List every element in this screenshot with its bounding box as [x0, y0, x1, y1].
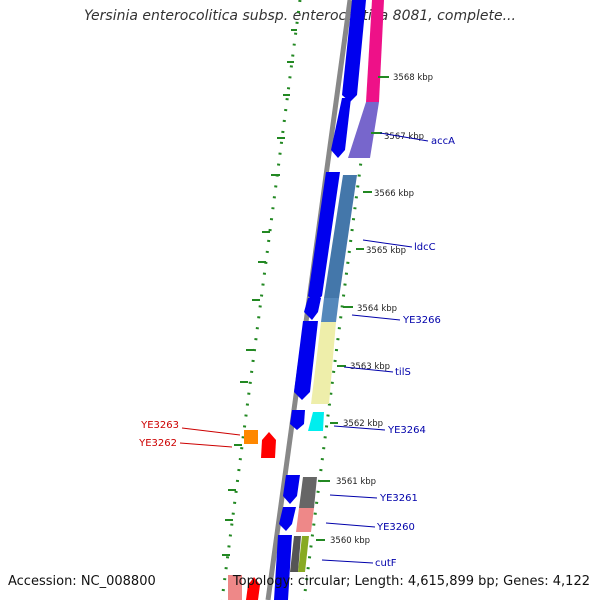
reverse-cds-track — [228, 430, 276, 600]
tick-label: 3568 kbp — [393, 73, 433, 83]
forward-cds-track — [274, 0, 366, 600]
gene-label-YE3262[interactable]: YE3262 — [138, 438, 177, 449]
tick-marks — [316, 76, 389, 541]
tick-label: 3561 kbp — [336, 477, 376, 487]
tick-label: 3565 kbp — [366, 246, 406, 256]
gene-labels: accA ldcC YE3266 tilS YE3264 YE3261 YE32… — [138, 136, 455, 569]
gene-label-YE3260[interactable]: YE3260 — [376, 522, 415, 533]
tick-label: 3562 kbp — [343, 419, 383, 429]
cds-forward-tilS — [294, 321, 318, 400]
gene-label-YE3264[interactable]: YE3264 — [387, 425, 426, 436]
gene-label-accA[interactable]: accA — [431, 136, 455, 147]
cds-forward-YE3264 — [290, 410, 305, 430]
cds-reverse-bottom-2 — [246, 577, 260, 600]
tick-label: 3560 kbp — [330, 536, 370, 546]
cds-forward-accA — [331, 98, 351, 158]
tick-label: 3564 kbp — [357, 304, 397, 314]
gene-label-ldcC[interactable]: ldcC — [414, 242, 436, 253]
gene-label-YE3261[interactable]: YE3261 — [379, 493, 418, 504]
gene-label-YE3263[interactable]: YE3263 — [140, 420, 179, 431]
accession-text: Accession: NC_008800 — [8, 574, 156, 589]
gene-label-tilS[interactable]: tilS — [395, 367, 411, 378]
cds-forward-cutF — [274, 535, 292, 600]
cds-forward-YE3261 — [283, 475, 300, 504]
tick-label: 3563 kbp — [350, 362, 390, 372]
cds-forward-ldcC — [308, 172, 340, 303]
cds-reverse-YE3263 — [244, 430, 258, 444]
map-title: Yersinia enterocolitica subsp. enterocol… — [84, 8, 516, 24]
cds-forward-1 — [342, 0, 366, 102]
cds-reverse-YE3262 — [261, 432, 276, 458]
genome-summary-text: Topology: circular; Length: 4,615,899 bp… — [232, 574, 590, 589]
gene-label-lines — [179, 132, 429, 564]
tick-label: 3566 kbp — [374, 189, 414, 199]
cds-reverse-bottom-1 — [228, 575, 242, 600]
cds-forward-YE3260 — [279, 507, 296, 531]
gene-label-YE3266[interactable]: YE3266 — [402, 315, 441, 326]
gene-label-cutF[interactable]: cutF — [375, 558, 397, 569]
cds-forward-YE3266 — [304, 298, 321, 320]
